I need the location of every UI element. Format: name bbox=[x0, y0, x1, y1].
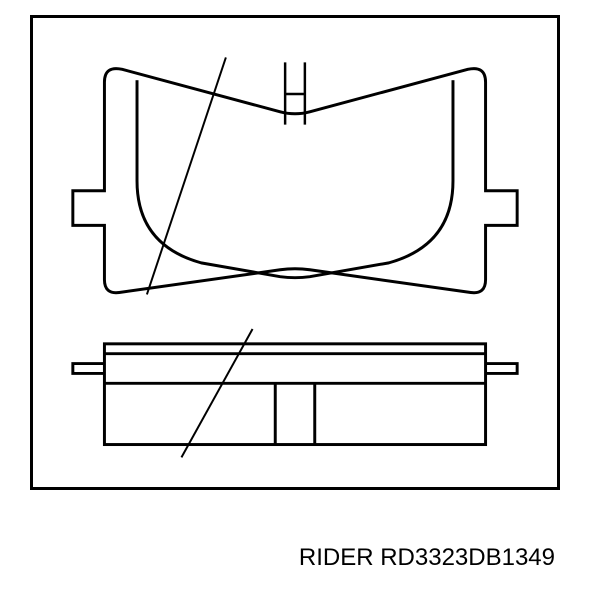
brake-pad-drawing bbox=[33, 18, 557, 487]
left-tab bbox=[73, 364, 105, 374]
part-label: RIDER RD3323DB1349 bbox=[299, 544, 555, 572]
center-notch bbox=[285, 62, 305, 124]
top-view bbox=[73, 329, 517, 457]
edge-body bbox=[104, 344, 485, 445]
part-number: RD3323DB1349 bbox=[380, 544, 555, 571]
diagram-frame bbox=[30, 15, 560, 490]
right-tab bbox=[486, 364, 518, 374]
pad-outer-contour bbox=[73, 69, 517, 293]
section-line-top bbox=[181, 329, 252, 457]
front-view bbox=[73, 57, 517, 294]
brand-name: RIDER bbox=[299, 544, 374, 571]
